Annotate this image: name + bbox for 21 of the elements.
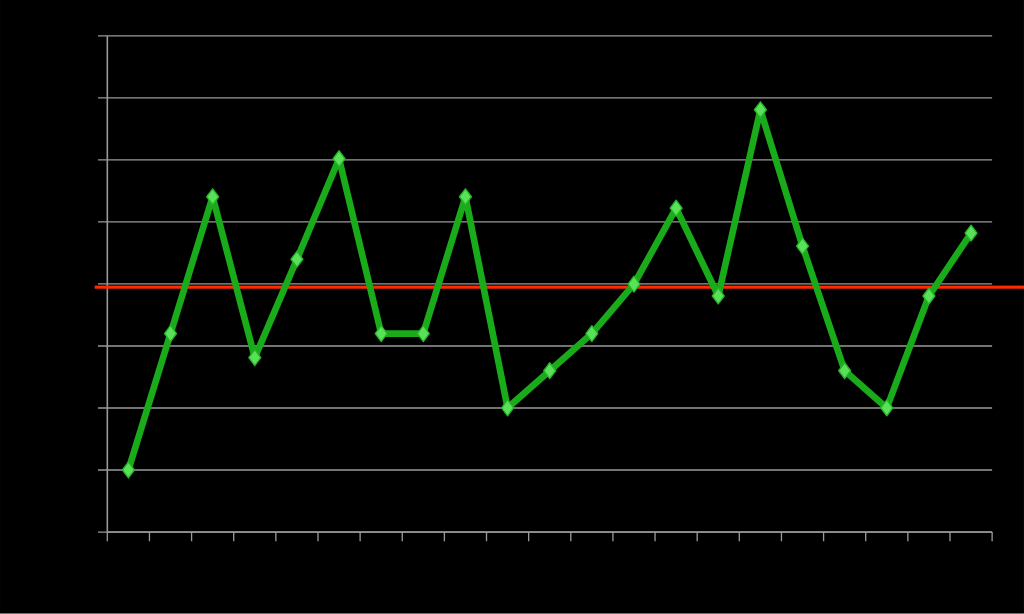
point [206,188,220,206]
point [374,325,388,343]
point [585,325,599,343]
point [416,325,430,343]
point [711,287,725,305]
point [163,325,178,343]
point [290,250,304,268]
point [627,275,641,293]
point [922,287,936,305]
point [795,237,810,255]
point [669,199,683,217]
point [753,101,768,119]
point [880,399,894,417]
point [458,188,473,206]
point [543,362,557,380]
point [121,461,136,479]
point [332,150,346,168]
point [500,399,515,417]
point [838,362,852,380]
point [248,349,262,367]
point [964,224,978,242]
